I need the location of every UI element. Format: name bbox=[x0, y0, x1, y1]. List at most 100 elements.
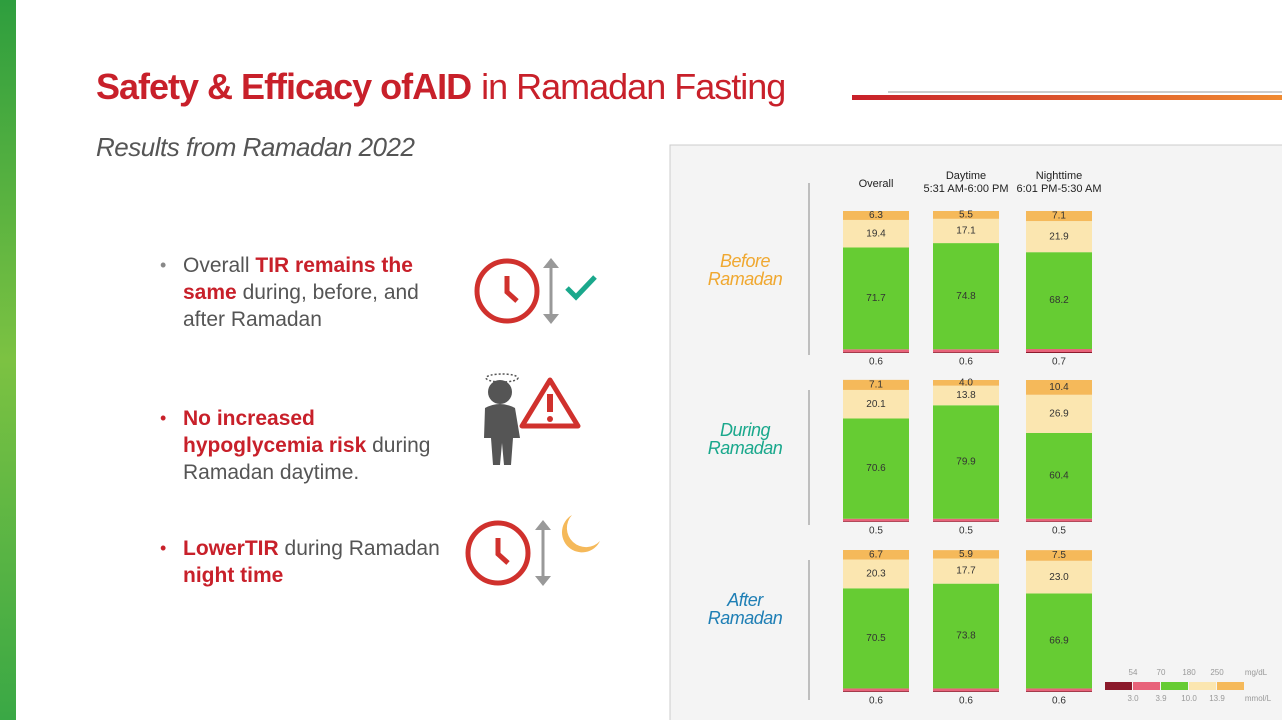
value-label: 10.4 bbox=[1049, 382, 1069, 393]
bar-segment bbox=[933, 380, 999, 386]
legend-swatch bbox=[1133, 682, 1160, 690]
bar-segment bbox=[1026, 394, 1092, 433]
bar-segment bbox=[933, 688, 999, 692]
icon-person bbox=[484, 373, 520, 465]
title-emphasis: Safety & Efficacy ofAID bbox=[96, 66, 472, 107]
bar-segment bbox=[1026, 432, 1092, 519]
emphasis: TIR remains the same bbox=[183, 254, 413, 304]
bar-segment bbox=[1026, 211, 1092, 222]
icon-clock bbox=[474, 258, 540, 324]
value-label: 13.8 bbox=[956, 390, 976, 401]
bar-segment bbox=[933, 385, 999, 406]
text: during Ramadan bbox=[284, 537, 440, 560]
legend-mg: 70 bbox=[1157, 668, 1166, 677]
legend-unit: mg/dL bbox=[1245, 668, 1268, 677]
value-label: 0.7 bbox=[1052, 357, 1066, 368]
legend-mmol: 3.9 bbox=[1155, 694, 1167, 703]
legend-mg: 54 bbox=[1129, 668, 1138, 677]
bar-segment bbox=[843, 688, 909, 692]
panel-label: Ramadan bbox=[708, 269, 783, 289]
bar-segment bbox=[1026, 352, 1092, 353]
value-label: 0.5 bbox=[1052, 526, 1066, 537]
value-label: 20.3 bbox=[866, 569, 886, 580]
bar-segment bbox=[843, 211, 909, 220]
bar-segment bbox=[843, 352, 909, 353]
legend-swatch bbox=[1189, 682, 1216, 690]
title-rest: in Ramadan Fasting bbox=[481, 66, 786, 107]
value-label: 17.7 bbox=[956, 566, 976, 577]
bar-segment bbox=[843, 550, 909, 560]
bar-segment bbox=[933, 352, 999, 353]
icon-clock bbox=[465, 520, 531, 586]
bar-segment bbox=[1026, 560, 1092, 594]
value-label: 0.6 bbox=[959, 696, 973, 707]
bar-segment bbox=[843, 588, 909, 689]
value-label: 23.0 bbox=[1049, 572, 1069, 583]
value-label: 5.5 bbox=[959, 210, 973, 221]
bullet: • LowerTIR during Ramadan night time bbox=[160, 535, 450, 589]
icon-arrow bbox=[535, 520, 551, 586]
value-label: 60.4 bbox=[1049, 470, 1069, 481]
legend-swatch bbox=[1161, 682, 1188, 690]
bar-segment bbox=[843, 219, 909, 248]
bar-segment bbox=[933, 550, 999, 559]
value-label: 0.5 bbox=[869, 526, 883, 537]
bar-segment bbox=[933, 691, 999, 692]
value-label: 0.6 bbox=[869, 696, 883, 707]
value-label: 6.7 bbox=[869, 549, 883, 560]
column-subheader: 5:31 AM-6:00 PM bbox=[924, 183, 1009, 195]
legend-swatch bbox=[1105, 682, 1132, 690]
subtitle: Results from Ramadan 2022 bbox=[96, 132, 415, 162]
value-label: 21.9 bbox=[1049, 231, 1069, 242]
legend-mmol: 10.0 bbox=[1181, 694, 1197, 703]
value-label: 4.0 bbox=[959, 377, 973, 388]
panel-label: Before bbox=[720, 251, 771, 271]
bar-segment bbox=[843, 389, 909, 419]
bar-segment bbox=[933, 583, 999, 689]
value-label: 79.9 bbox=[956, 457, 976, 468]
icon-arrow bbox=[543, 258, 559, 324]
value-label: 7.1 bbox=[869, 380, 883, 391]
bar-segment bbox=[843, 349, 909, 353]
bullet-dot: • bbox=[160, 538, 167, 558]
bullet: • No increased hypoglycemia risk during R… bbox=[160, 405, 450, 486]
bar-segment bbox=[933, 521, 999, 522]
legend-swatch bbox=[1217, 682, 1244, 690]
panel-label: Ramadan bbox=[708, 608, 783, 628]
bar-segment bbox=[1026, 550, 1092, 561]
legend-unit: mmol/L bbox=[1245, 694, 1272, 703]
value-label: 74.8 bbox=[956, 291, 976, 302]
value-label: 66.9 bbox=[1049, 636, 1069, 647]
bar-segment bbox=[1026, 688, 1092, 692]
bar-segment bbox=[1026, 380, 1092, 395]
bar-segment bbox=[843, 379, 909, 390]
bar-segment bbox=[933, 211, 999, 219]
bar-segment bbox=[933, 518, 999, 522]
bar-segment bbox=[843, 518, 909, 522]
value-label: 0.6 bbox=[1052, 696, 1066, 707]
panel-label: Ramadan bbox=[708, 438, 783, 458]
column-header: Daytime bbox=[946, 170, 986, 182]
bullet: • Overall TIR remains the same during, be… bbox=[160, 252, 450, 333]
value-label: 0.5 bbox=[959, 526, 973, 537]
bullet-text: No increased hypoglycemia risk during Ra… bbox=[183, 405, 450, 486]
value-label: 7.1 bbox=[1052, 211, 1066, 222]
bar-segment bbox=[1026, 349, 1092, 353]
bullet-dot: • bbox=[160, 408, 167, 428]
text: during, before, and after Ramadan bbox=[183, 281, 419, 331]
value-label: 73.8 bbox=[956, 631, 976, 642]
icon-moon bbox=[561, 515, 600, 553]
value-label: 20.1 bbox=[866, 399, 886, 410]
text: during Ramadan daytime. bbox=[183, 434, 431, 484]
side-strip bbox=[0, 0, 16, 720]
rule bbox=[852, 95, 1282, 100]
bar-segment bbox=[1026, 518, 1092, 522]
value-label: 70.6 bbox=[866, 463, 886, 474]
legend-mmol: 3.0 bbox=[1127, 694, 1139, 703]
legend-mg: 180 bbox=[1182, 668, 1196, 677]
slide-title: Safety & Efficacy ofAID in Ramadan Fastin… bbox=[96, 66, 786, 108]
value-label: 17.1 bbox=[956, 226, 976, 237]
value-label: 6.3 bbox=[869, 210, 883, 221]
bar-segment bbox=[933, 218, 999, 244]
bar-segment bbox=[1026, 691, 1092, 692]
